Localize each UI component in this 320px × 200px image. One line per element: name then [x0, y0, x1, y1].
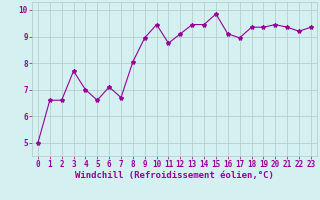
X-axis label: Windchill (Refroidissement éolien,°C): Windchill (Refroidissement éolien,°C) [75, 171, 274, 180]
